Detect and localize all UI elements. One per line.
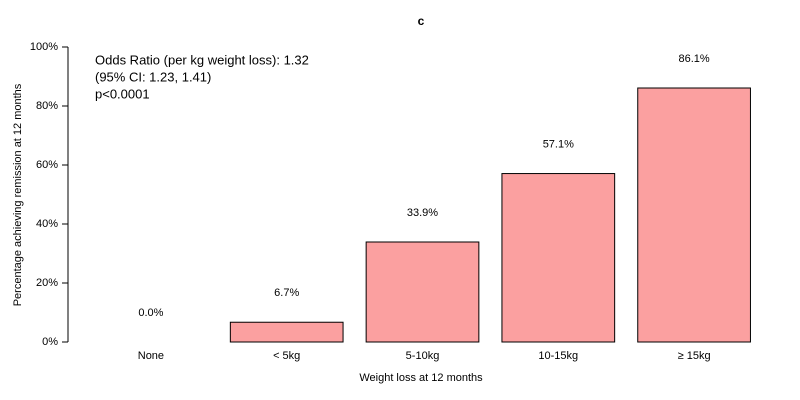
x-tick-label: None: [138, 350, 164, 362]
data-label: 57.1%: [543, 138, 574, 150]
data-label: 86.1%: [678, 53, 709, 65]
bar: [501, 173, 616, 343]
x-tick-label: < 5kg: [273, 350, 300, 362]
bar: [637, 87, 751, 343]
x-tick-label: 10-15kg: [538, 350, 578, 362]
data-label: 6.7%: [274, 287, 299, 299]
y-tick-label: 80%: [36, 100, 58, 112]
annotation: Odds Ratio (per kg weight loss): 1.32: [95, 52, 309, 67]
annotation: p<0.0001: [95, 86, 150, 101]
bar: [365, 241, 480, 343]
annotation: (95% CI: 1.23, 1.41): [95, 69, 211, 84]
y-axis-label: Percentage achieving remission at 12 mon…: [12, 83, 24, 306]
y-tick-label: 20%: [36, 277, 58, 289]
x-tick-label: ≥ 15kg: [678, 350, 711, 362]
data-label: 33.9%: [407, 207, 438, 219]
y-tick-label: 60%: [36, 159, 58, 171]
x-axis-label: Weight loss at 12 months: [359, 372, 483, 384]
bar: [229, 321, 344, 343]
y-tick-label: 100%: [30, 41, 58, 53]
x-tick-label: 5-10kg: [406, 350, 440, 362]
data-label: 0.0%: [138, 307, 163, 319]
y-tick-label: 40%: [36, 218, 58, 230]
y-tick-label: 0%: [42, 336, 58, 348]
chart-title: c: [418, 14, 425, 28]
